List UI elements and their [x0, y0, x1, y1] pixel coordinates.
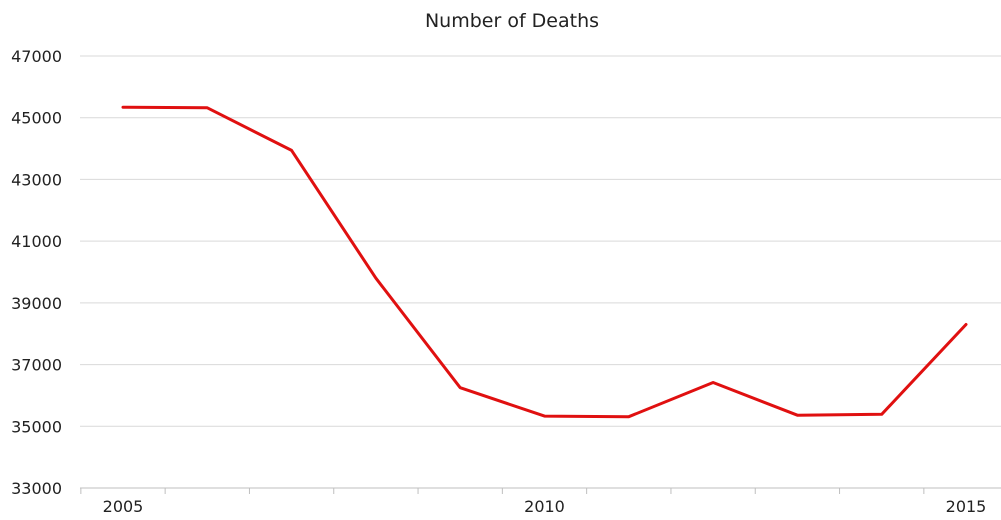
- x-tick-label: 2005: [103, 497, 144, 516]
- y-tick-label: 39000: [11, 294, 62, 313]
- y-tick-label: 47000: [11, 47, 62, 66]
- x-axis: [80, 487, 1001, 494]
- y-tick-label: 35000: [11, 417, 62, 436]
- y-tick-label: 43000: [11, 170, 62, 189]
- x-axis-labels: 2005 2010 2015: [103, 497, 987, 516]
- series-line: [121, 105, 968, 419]
- y-tick-label: 33000: [11, 479, 62, 498]
- y-tick-label: 45000: [11, 109, 62, 128]
- y-tick-label: 41000: [11, 232, 62, 251]
- series-layer: [121, 105, 968, 419]
- y-tick-label: 37000: [11, 356, 62, 375]
- x-tick-label: 2015: [946, 497, 987, 516]
- gridlines: [80, 55, 1001, 427]
- chart-title: Number of Deaths: [424, 10, 600, 32]
- y-axis-labels: 33000 35000 37000 39000 41000 43000 45000 47000: [11, 47, 62, 498]
- x-tick-label: 2010: [524, 497, 565, 516]
